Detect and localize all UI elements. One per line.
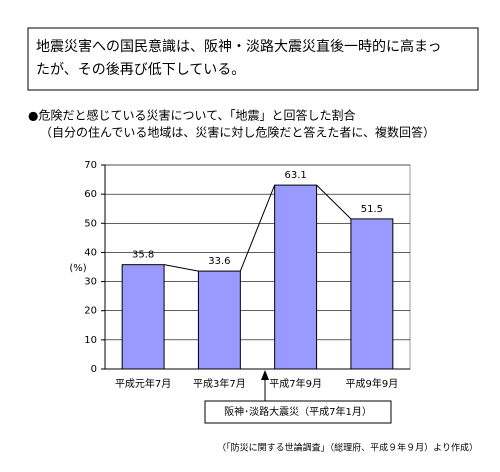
y-tick-label: 20 xyxy=(84,306,97,317)
header-line: たが、その後再び低下している。 xyxy=(36,62,245,78)
value-label: 63.1 xyxy=(284,170,306,181)
bar xyxy=(274,184,318,370)
chart-subtitle: （自分の住んでいる地域は、災害に対し危険だと答えた者に、複数回答） xyxy=(40,125,435,140)
x-tick-label: 平成9年9月 xyxy=(346,377,399,390)
chart-title: ●危険だと感じている災害について、「地震」と回答した割合 xyxy=(28,108,356,123)
value-label: 35.8 xyxy=(132,250,154,261)
connector-line xyxy=(164,264,199,272)
bar xyxy=(197,270,241,370)
connector-line xyxy=(239,184,276,272)
y-tick-label: 50 xyxy=(84,218,97,229)
header-box xyxy=(27,27,479,91)
source-note: （「防災に関する世論調査」（総理府、平成９年９月）より作成） xyxy=(217,442,478,454)
y-tick-label: 70 xyxy=(84,160,97,171)
y-tick-label: 60 xyxy=(84,189,97,200)
header-line: 地震災害への国民意識は、阪神・淡路大震災直後一時的に高まっ xyxy=(36,38,441,55)
x-tick-label: 平成元年7月 xyxy=(115,377,171,390)
connector-line xyxy=(316,184,352,220)
x-tick-label: 平成7年9月 xyxy=(269,377,322,390)
y-tick-label: 30 xyxy=(84,277,97,288)
y-tick-label: 40 xyxy=(84,247,97,258)
value-label: 33.6 xyxy=(208,256,230,267)
bar xyxy=(350,218,394,370)
annotation-box xyxy=(204,400,392,424)
arrow-head xyxy=(261,370,269,380)
x-tick-label: 平成3年7月 xyxy=(193,377,246,390)
bar xyxy=(121,264,165,370)
y-tick-label: 0 xyxy=(91,364,97,375)
y-axis-label: (%) xyxy=(69,263,86,274)
y-tick-label: 10 xyxy=(84,335,97,346)
annotation: 阪神･淡路大震災（平成7年1月） xyxy=(224,405,372,418)
value-label: 51.5 xyxy=(361,204,383,215)
